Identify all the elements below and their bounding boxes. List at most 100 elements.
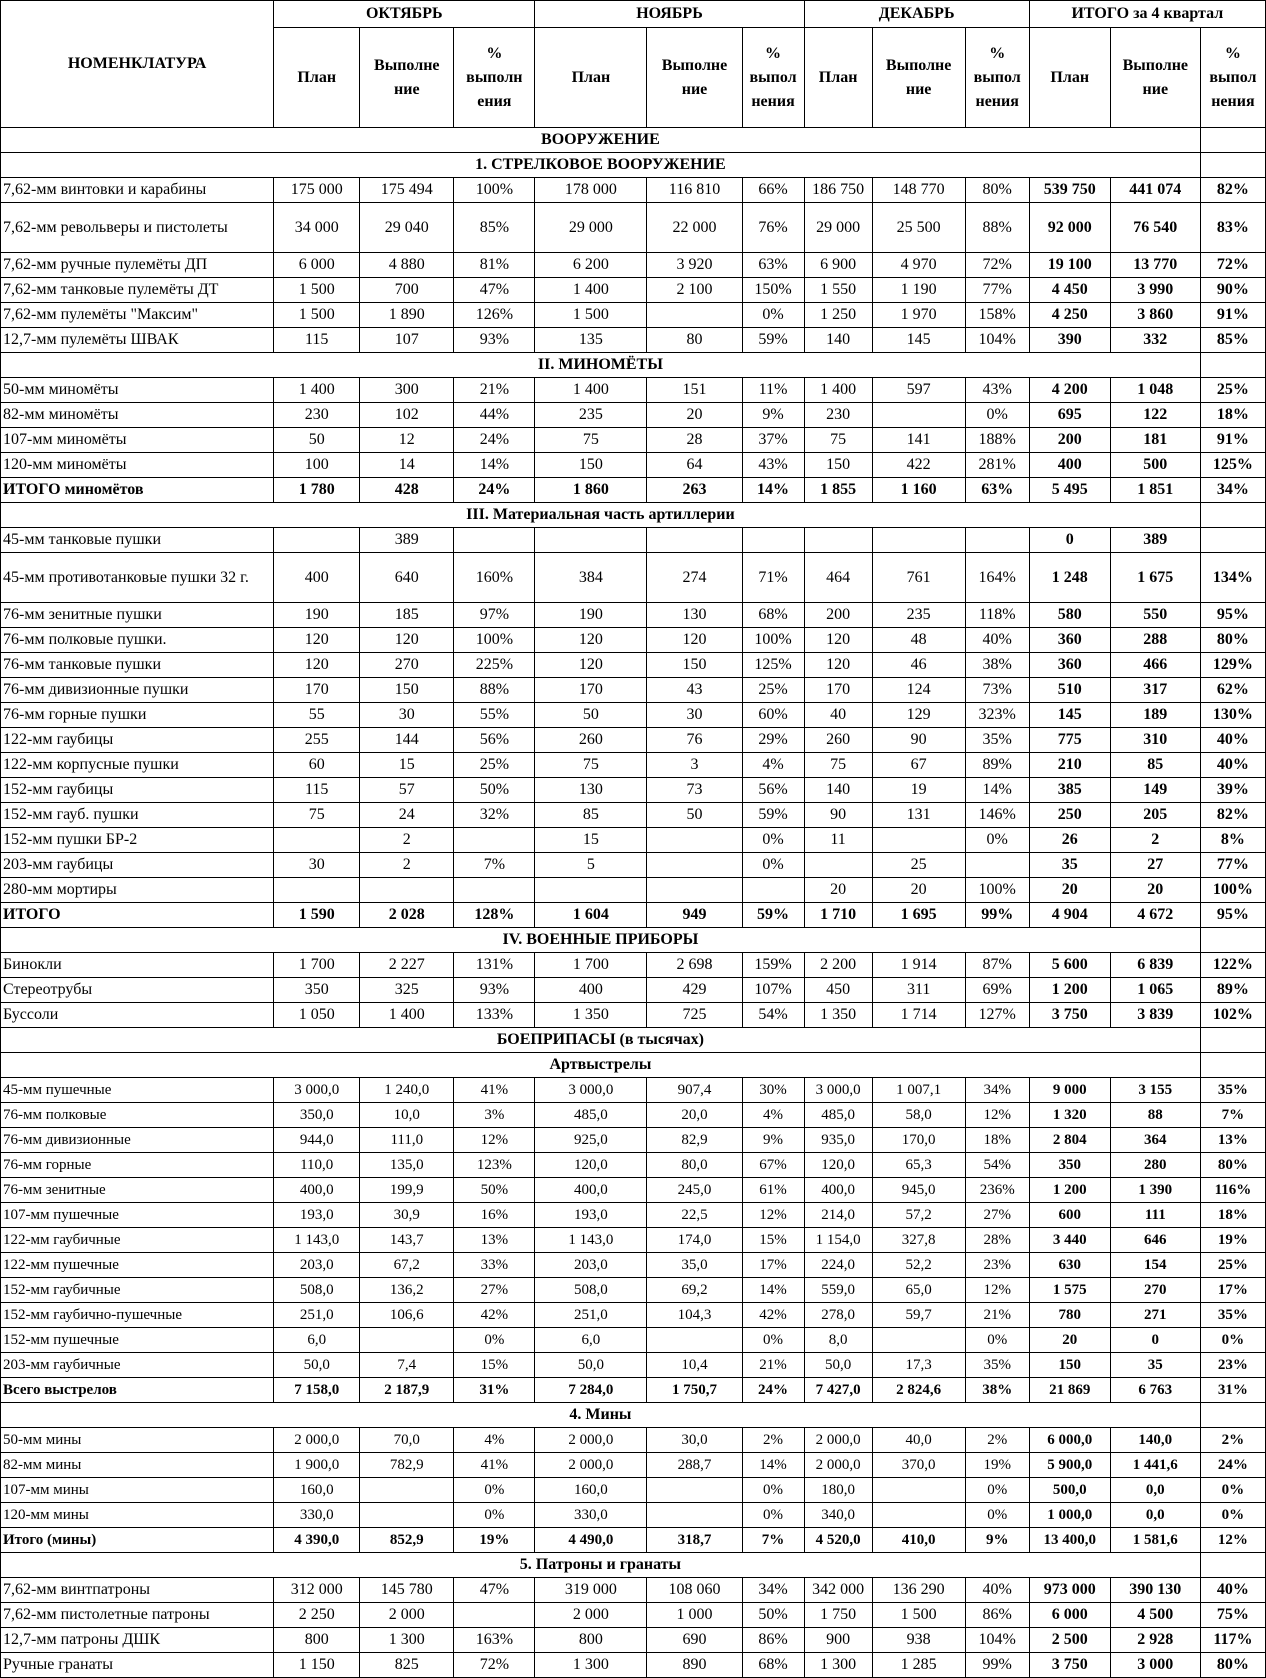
- cell-q4-done: 154: [1109, 1252, 1201, 1278]
- cell-oct-plan: 6 000: [273, 252, 361, 278]
- cell-dec-done: 46: [871, 652, 966, 678]
- cell-q4-plan: 20: [1028, 1327, 1111, 1353]
- cell-dec-percent: 35%: [964, 727, 1030, 753]
- cell-oct-plan: 75: [273, 802, 361, 828]
- cell-nov-plan: 485,0: [534, 1102, 648, 1128]
- cell-q4-done: 4 672: [1109, 902, 1201, 928]
- cell-nov-plan: 75: [534, 427, 648, 453]
- item-name: Буссоли: [0, 1002, 275, 1028]
- cell-nov-done: 174,0: [646, 1227, 743, 1253]
- cell-q4-plan: 20: [1028, 877, 1111, 903]
- cell-dec-done: 136 290: [871, 1577, 966, 1603]
- cell-oct-percent: 55%: [453, 702, 536, 728]
- cell-q4-percent: 0%: [1199, 1477, 1266, 1503]
- item-name: 76-мм дивизионные: [0, 1127, 275, 1153]
- cell-dec-done: 145: [871, 327, 966, 353]
- cell-q4-plan: 145: [1028, 702, 1111, 728]
- cell-dec-plan: 75: [803, 427, 873, 453]
- cell-q4-done: 13 770: [1109, 252, 1201, 278]
- cell-dec-plan: 1 400: [803, 377, 873, 403]
- cell-nov-done: 104,3: [646, 1302, 743, 1328]
- cell-nov-percent: 159%: [741, 952, 805, 978]
- cell-q4-percent: 39%: [1199, 777, 1266, 803]
- table-row: 7,62-мм винтпатроны 312 000 145 780 47% 319 …: [0, 1577, 1266, 1603]
- cell-nov-plan: 120,0: [534, 1152, 648, 1178]
- cell-q4-done: 364: [1109, 1127, 1201, 1153]
- cell-nov-done: 35,0: [646, 1252, 743, 1278]
- cell-nov-done: 69,2: [646, 1277, 743, 1303]
- table-row: 122-мм пушечные 203,0 67,2 33% 203,0 35,0 17% 2…: [0, 1252, 1266, 1278]
- cell-q4-plan: 3 750: [1028, 1002, 1111, 1028]
- cell-q4-percent: 125%: [1199, 452, 1266, 478]
- cell-oct-plan: 115: [273, 327, 361, 353]
- cell-q4-done: 27: [1109, 852, 1201, 878]
- cell-nov-percent: 34%: [741, 1577, 805, 1603]
- cell-dec-percent: 72%: [964, 252, 1030, 278]
- cell-q4-plan: 775: [1028, 727, 1111, 753]
- cell-q4-done: 1 048: [1109, 377, 1201, 403]
- item-name: 203-мм гаубичные: [0, 1352, 275, 1378]
- cell-oct-plan: 1 500: [273, 277, 361, 303]
- cell-oct-done: 199,9: [359, 1177, 455, 1203]
- cell-oct-plan: 350: [273, 977, 361, 1003]
- cell-dec-done: [871, 1502, 966, 1528]
- total-row: ИТОГО миномётов 1 780 428 24% 1 860 263 14% 1 8…: [0, 477, 1266, 503]
- cell-q4-percent: 90%: [1199, 277, 1266, 303]
- table-row: 7,62-мм танковые пулемёты ДТ 1 500 700 47% 1…: [0, 277, 1266, 303]
- cell-oct-plan: 251,0: [273, 1302, 361, 1328]
- cell-q4-plan: 200: [1028, 427, 1111, 453]
- cell-nov-done: 2 698: [646, 952, 743, 978]
- item-name: 120-мм миномёты: [0, 452, 275, 478]
- cell-q4-done: 122: [1109, 402, 1201, 428]
- cell-nov-percent: 17%: [741, 1252, 805, 1278]
- cell-dec-done: 370,0: [871, 1452, 966, 1478]
- cell-q4-percent: 7%: [1199, 1102, 1266, 1128]
- cell-oct-plan: 6,0: [273, 1327, 361, 1353]
- item-name: ИТОГО миномётов: [0, 477, 275, 503]
- header-row-subcolumns: План Выполне ние% выполн ения План Выполне …: [1, 27, 1266, 128]
- cell-nov-percent: 100%: [741, 627, 805, 653]
- cell-q4-plan: 2 500: [1028, 1627, 1111, 1653]
- cell-oct-done: 143,7: [359, 1227, 455, 1253]
- section-title: Артвыстрелы: [0, 1052, 1201, 1078]
- table-row: 76-мм полковые 350,0 10,0 3% 485,0 20,0 4% 485,…: [0, 1102, 1266, 1128]
- cell-nov-plan: 50: [534, 702, 648, 728]
- cell-q4-plan: 539 750: [1028, 177, 1111, 203]
- cell-dec-percent: 9%: [964, 1527, 1030, 1553]
- cell-oct-percent: 47%: [453, 1577, 536, 1603]
- cell-dec-percent: 12%: [964, 1102, 1030, 1128]
- header-plan: План: [1028, 27, 1111, 128]
- cell-q4-percent: 95%: [1199, 902, 1266, 928]
- table-row: 152-мм гаубично-пушечные 251,0 106,6 42% 251…: [0, 1302, 1266, 1328]
- cell-q4-percent: 82%: [1199, 802, 1266, 828]
- cell-oct-done: 24: [359, 802, 455, 828]
- cell-dec-percent: 43%: [964, 377, 1030, 403]
- cell-nov-percent: 63%: [741, 252, 805, 278]
- cell-oct-percent: 0%: [453, 1502, 536, 1528]
- header-percent: % выпол нения: [1199, 27, 1266, 128]
- cell-q4-done: 1 441,6: [1109, 1452, 1201, 1478]
- item-name: 152-мм гаубицы: [0, 777, 275, 803]
- cell-dec-percent: 2%: [964, 1427, 1030, 1453]
- cell-oct-done: 852,9: [359, 1527, 455, 1553]
- cell-q4-percent: 2%: [1199, 1427, 1266, 1453]
- cell-dec-done: 945,0: [871, 1177, 966, 1203]
- cell-dec-done: 1 970: [871, 302, 966, 328]
- cell-q4-percent: 40%: [1199, 752, 1266, 778]
- item-name: Стереотрубы: [0, 977, 275, 1003]
- section-header-row: 1. СТРЕЛКОВОЕ ВООРУЖЕНИЕ: [0, 152, 1266, 178]
- cell-nov-percent: 15%: [741, 1227, 805, 1253]
- cell-oct-done: 1 300: [359, 1627, 455, 1653]
- cell-oct-percent: 81%: [453, 252, 536, 278]
- cell-q4-done: 189: [1109, 702, 1201, 728]
- table-row: 76-мм зенитные 400,0 199,9 50% 400,0 245,0 61%…: [0, 1177, 1266, 1203]
- cell-nov-percent: 0%: [741, 1477, 805, 1503]
- cell-nov-plan: 203,0: [534, 1252, 648, 1278]
- cell-dec-percent: 19%: [964, 1452, 1030, 1478]
- item-name: ИТОГО: [0, 902, 275, 928]
- cell-oct-percent: 47%: [453, 277, 536, 303]
- cell-oct-plan: 34 000: [273, 202, 361, 253]
- cell-nov-done: [646, 852, 743, 878]
- cell-nov-plan: 1 300: [534, 1652, 648, 1678]
- cell-nov-done: 2 100: [646, 277, 743, 303]
